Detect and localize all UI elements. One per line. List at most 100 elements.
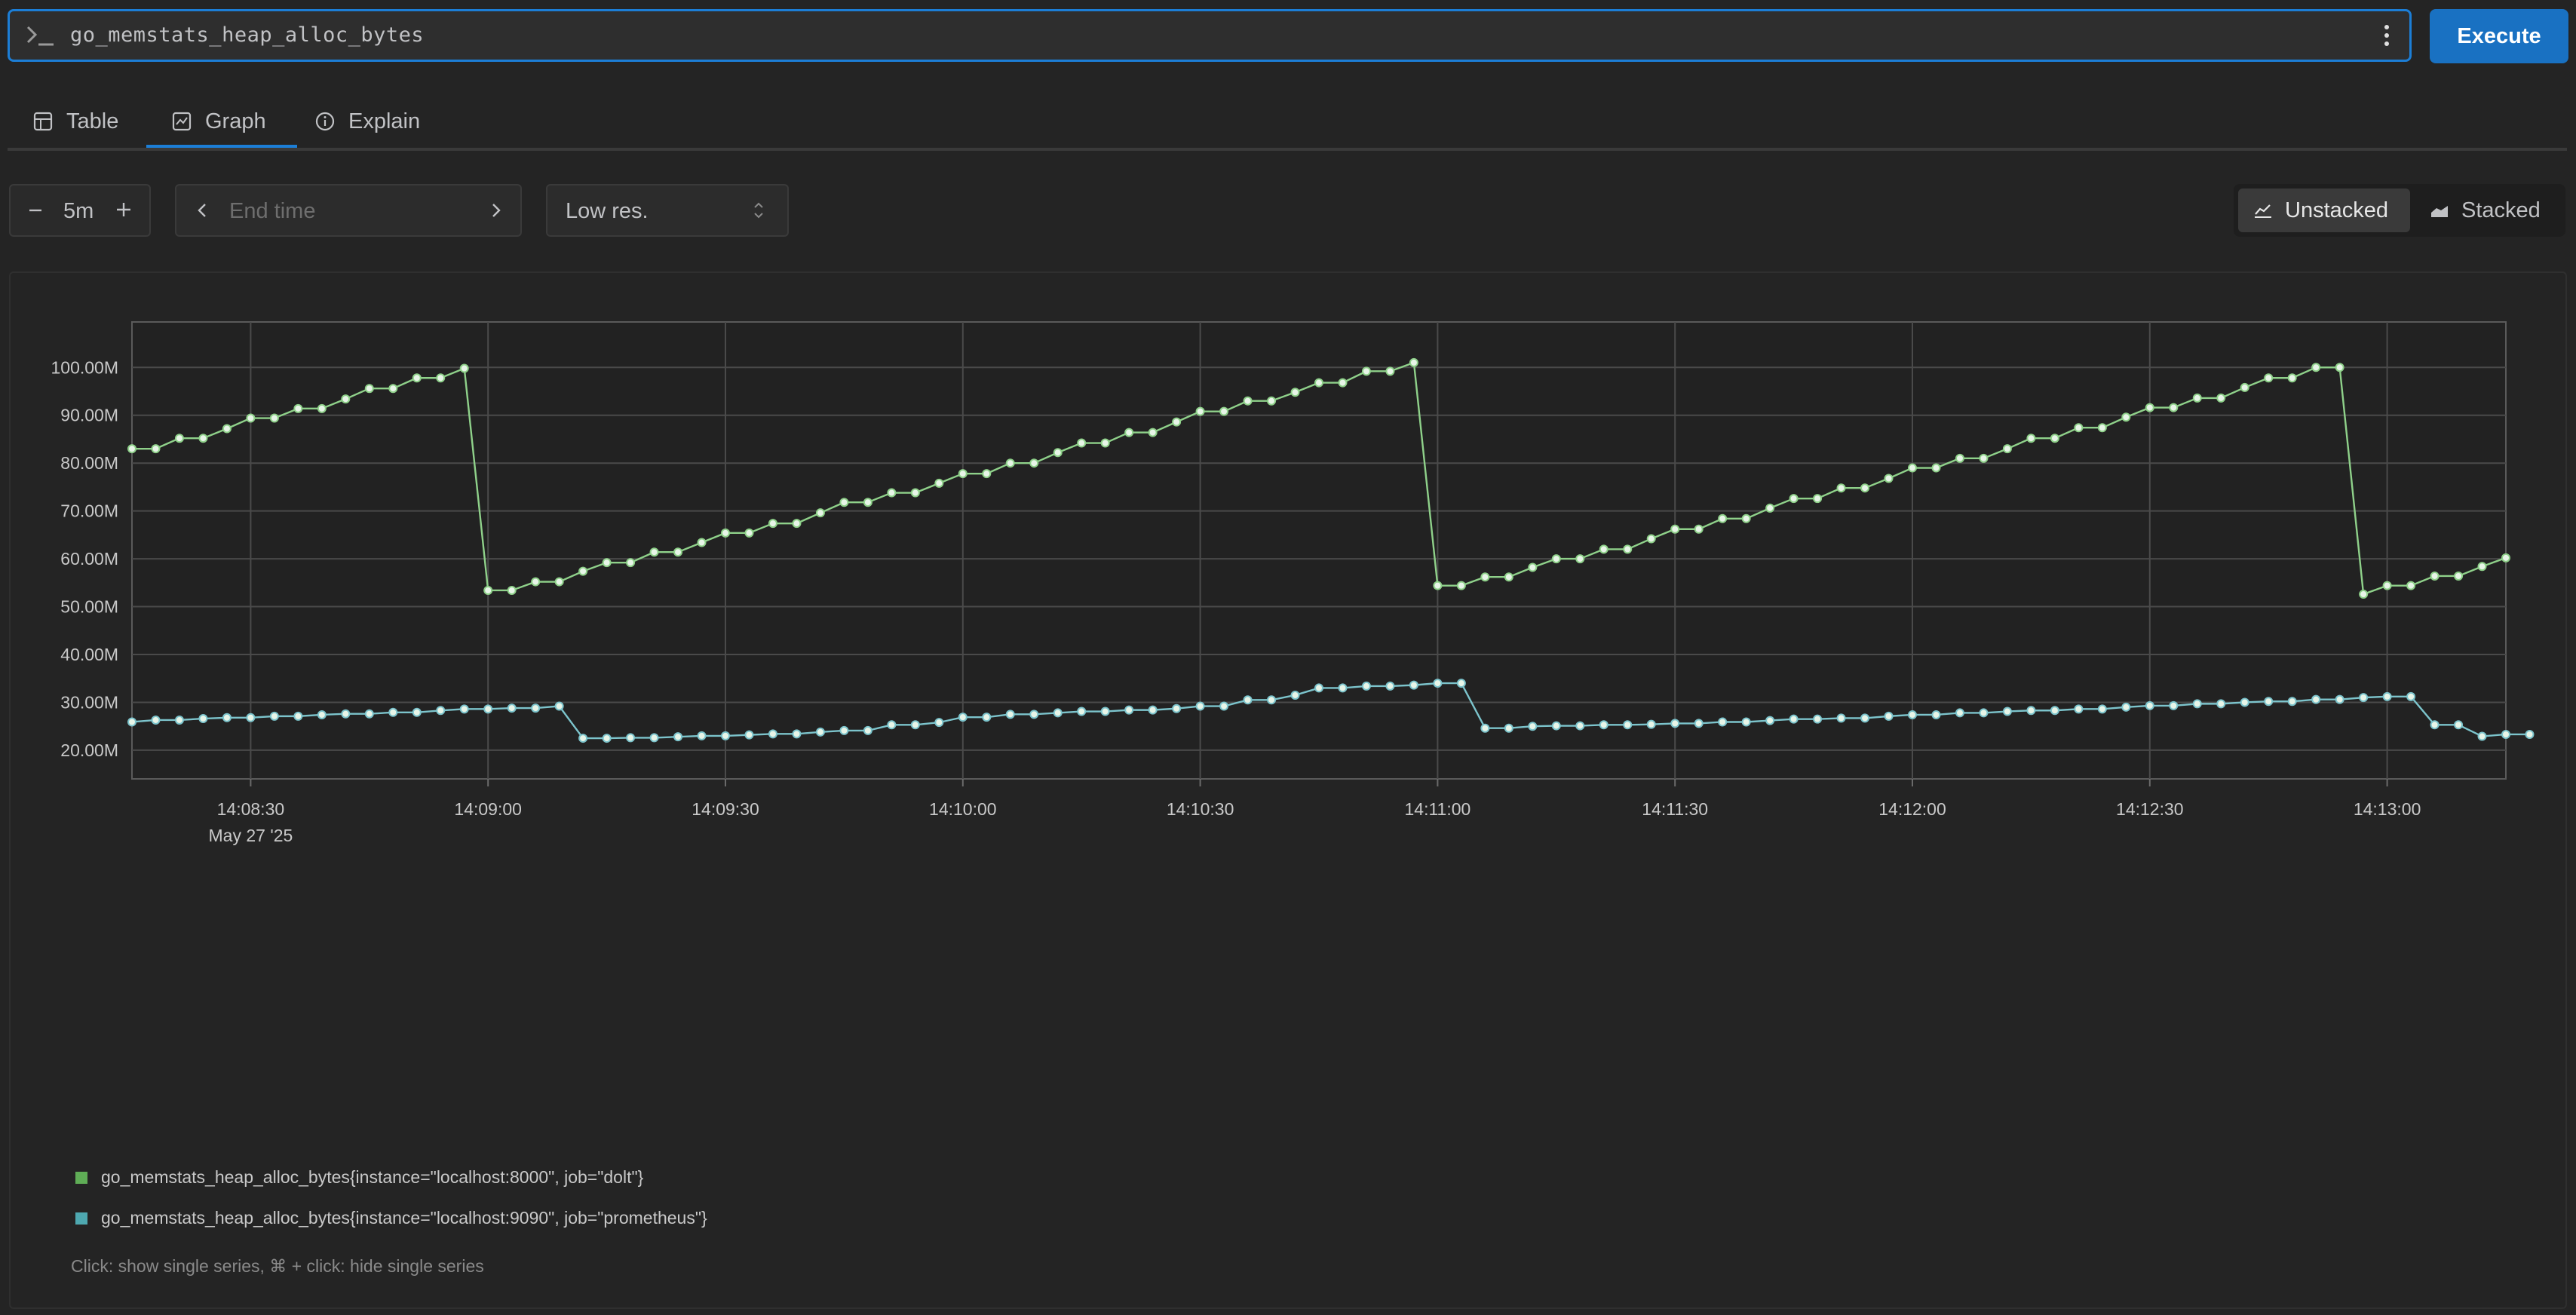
x-tick-label: 14:11:00 [1404,799,1470,819]
data-point [792,729,802,739]
data-point [1741,717,1751,727]
tab-graph-label: Graph [205,109,266,133]
range-value[interactable]: 5m [63,199,94,223]
tab-graph[interactable]: Graph [172,95,266,148]
data-point [1955,708,1964,718]
data-point [578,734,588,743]
data-point [2264,373,2274,383]
data-point [1670,524,1680,534]
data-point [2050,434,2059,443]
data-point [1480,723,1490,733]
x-tick-label: 14:12:30 [2116,799,2184,819]
chevron-right-icon[interactable] [487,202,504,219]
data-point [697,538,707,547]
data-point [697,731,707,740]
data-point [2477,731,2487,741]
data-point [839,725,849,735]
data-point [1836,713,1846,723]
legend-swatch [75,1171,87,1184]
kebab-menu-icon[interactable] [2382,23,2391,48]
data-point [1504,723,1513,733]
data-point [2287,373,2297,383]
data-point [768,729,777,739]
tab-table[interactable]: Table [33,95,118,148]
data-point [1575,554,1585,564]
legend-item-dolt[interactable]: go_memstats_heap_alloc_bytes{instance="l… [75,1167,643,1188]
legend-hint: Click: show single series, ⌘ + click: hi… [71,1256,484,1276]
data-point [1646,534,1656,544]
data-point [626,733,636,743]
data-point [1314,683,1323,693]
data-point [1005,458,1015,468]
end-time-input[interactable]: End time [229,199,316,223]
data-point [1813,714,1823,724]
data-point [649,547,659,557]
data-point [1267,695,1277,705]
data-point [1243,396,1253,406]
terminal-prompt-icon [26,26,54,46]
data-point [958,469,968,479]
data-point [2287,697,2297,707]
data-point [626,558,636,568]
data-point [1789,714,1799,724]
data-point [2335,694,2344,704]
active-tab-indicator [146,145,297,148]
data-point [1623,544,1633,554]
data-point [1409,357,1418,367]
data-point [2097,704,2107,714]
data-point [2074,704,2084,714]
x-tick-label: 14:10:30 [1167,799,1234,819]
graph-icon [172,112,192,131]
resolution-select[interactable]: Low res. [546,184,789,237]
data-point [1409,680,1418,690]
data-point [744,730,754,740]
data-point [934,718,944,728]
y-tick-label: 80.00M [60,453,118,473]
minus-icon[interactable] [27,202,44,219]
query-input[interactable]: go_memstats_heap_alloc_bytes [8,9,2412,62]
data-point [2454,571,2464,581]
data-point [436,706,446,716]
data-point [1860,483,1870,493]
data-point [1053,708,1063,718]
data-point [1718,717,1728,727]
tab-table-label: Table [66,109,119,133]
data-point [1100,438,1110,448]
data-point [1575,721,1585,731]
time-series-chart[interactable]: 20.00M 30.00M 40.00M 50.00M 60.00M 70.00M 80.0… [11,273,2565,1027]
tab-explain-label: Explain [348,109,421,133]
plus-icon[interactable] [115,201,133,219]
data-point [673,547,683,557]
data-point [1029,458,1039,468]
stacked-button[interactable]: Stacked [2422,189,2564,232]
data-point [578,566,588,576]
data-point [2311,363,2321,372]
data-point [1718,513,1728,523]
data-point [1646,719,1656,729]
data-point [1599,720,1608,730]
data-point [1267,396,1277,406]
query-expression[interactable]: go_memstats_heap_alloc_bytes [70,23,425,47]
data-point [222,424,232,434]
data-point [1314,378,1323,388]
unstacked-button[interactable]: Unstacked [2238,189,2410,232]
data-point [269,413,279,423]
data-point [531,577,541,587]
legend-item-prometheus[interactable]: go_memstats_heap_alloc_bytes{instance="l… [75,1208,707,1228]
data-point [2192,393,2202,403]
data-point [1836,483,1846,493]
data-point [1195,406,1205,416]
data-point [1361,366,1371,376]
chevron-left-icon[interactable] [195,202,211,219]
execute-button[interactable]: Execute [2430,9,2568,63]
data-point [1694,524,1704,534]
data-point [436,373,446,383]
tab-explain[interactable]: Explain [315,95,420,148]
end-time-control: End time [175,184,522,237]
data-point [1338,378,1348,388]
data-point [246,413,256,423]
data-point [1148,428,1158,437]
data-point [1765,503,1775,513]
y-tick-label: 20.00M [60,740,118,760]
data-point [364,384,374,394]
